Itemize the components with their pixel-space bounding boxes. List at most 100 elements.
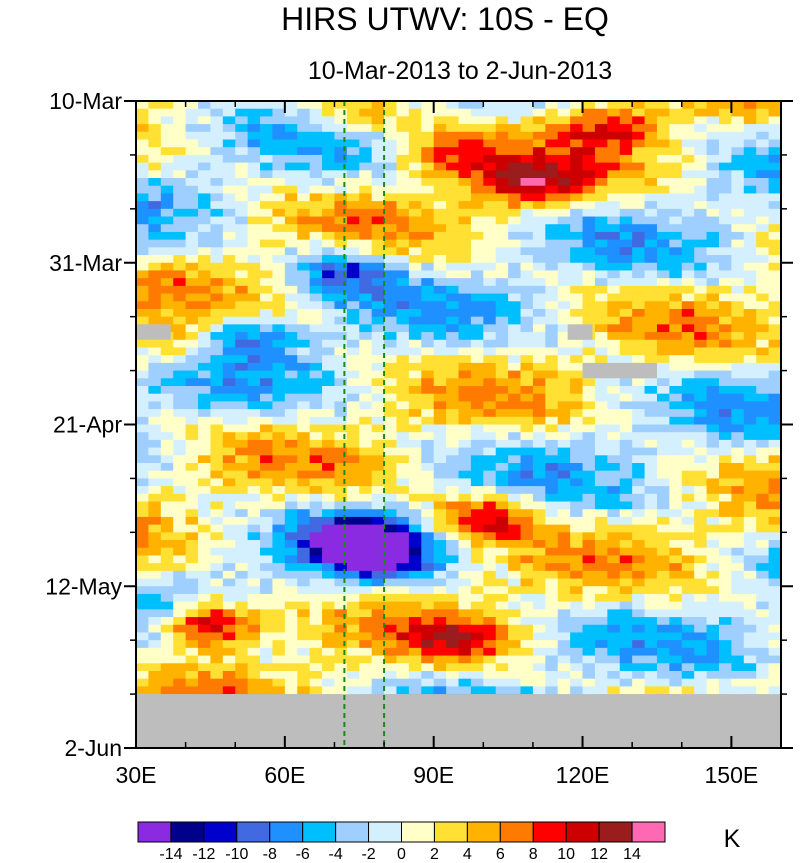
field-cell bbox=[396, 670, 410, 680]
field-cell bbox=[669, 332, 683, 341]
field-cell bbox=[743, 332, 757, 341]
field-cell bbox=[718, 670, 732, 680]
field-cell bbox=[557, 678, 571, 687]
field-cell bbox=[421, 378, 435, 387]
field-cell bbox=[483, 647, 497, 657]
field-cell bbox=[470, 231, 484, 241]
field-cell bbox=[185, 416, 199, 426]
field-cell bbox=[334, 293, 348, 302]
field-cell bbox=[421, 316, 435, 325]
field-cell bbox=[756, 216, 770, 225]
field-cell bbox=[743, 193, 757, 202]
field-cell bbox=[718, 362, 732, 372]
field-cell bbox=[284, 432, 298, 441]
field-cell bbox=[247, 339, 261, 349]
field-cell bbox=[396, 555, 410, 564]
field-cell bbox=[607, 154, 621, 164]
field-cell bbox=[557, 332, 571, 341]
field-cell bbox=[756, 593, 770, 603]
field-cell bbox=[731, 293, 745, 302]
field-cell bbox=[520, 678, 534, 687]
field-cell bbox=[644, 170, 658, 179]
field-cell bbox=[681, 516, 695, 526]
field-cell bbox=[570, 208, 584, 218]
field-cell bbox=[731, 640, 745, 649]
field-cell bbox=[322, 332, 336, 341]
field-cell bbox=[346, 124, 360, 133]
field-cell bbox=[272, 609, 286, 618]
field-cell bbox=[656, 262, 670, 272]
field-cell bbox=[173, 147, 187, 156]
field-cell bbox=[148, 262, 162, 272]
field-cell bbox=[458, 339, 472, 349]
field-cell bbox=[681, 239, 695, 248]
field-cell bbox=[421, 439, 435, 449]
field-cell bbox=[706, 632, 720, 641]
field-cell bbox=[284, 470, 298, 480]
field-cell bbox=[421, 162, 435, 171]
field-cell bbox=[371, 231, 385, 241]
field-cell bbox=[557, 424, 571, 433]
field-cell bbox=[222, 624, 236, 634]
field-cell bbox=[656, 170, 670, 179]
field-cell bbox=[545, 154, 559, 164]
field-cell bbox=[545, 185, 559, 195]
field-cell bbox=[582, 670, 596, 680]
field-cell bbox=[334, 493, 348, 503]
field-cell bbox=[483, 393, 497, 402]
field-cell bbox=[458, 208, 472, 218]
field-cell bbox=[520, 563, 534, 572]
field-cell bbox=[495, 593, 509, 603]
field-cell bbox=[235, 332, 249, 341]
field-cell bbox=[495, 509, 509, 518]
field-cell bbox=[408, 570, 422, 580]
field-cell bbox=[173, 355, 187, 364]
field-cell bbox=[198, 355, 212, 364]
field-cell bbox=[495, 686, 509, 695]
field-cell bbox=[272, 116, 286, 125]
field-cell bbox=[532, 686, 546, 695]
field-cell bbox=[681, 640, 695, 649]
field-cell bbox=[483, 509, 497, 518]
field-cell bbox=[284, 139, 298, 148]
field-cell bbox=[384, 578, 398, 587]
field-cell bbox=[173, 540, 187, 549]
field-cell bbox=[582, 393, 596, 402]
field-cell bbox=[508, 178, 522, 187]
field-cell bbox=[222, 101, 236, 110]
field-cell bbox=[470, 570, 484, 580]
field-cell bbox=[594, 486, 608, 495]
field-cell bbox=[532, 116, 546, 125]
field-cell bbox=[247, 570, 261, 580]
field-cell bbox=[284, 378, 298, 387]
field-cell bbox=[185, 678, 199, 687]
field-cell bbox=[408, 170, 422, 179]
field-cell bbox=[706, 124, 720, 133]
field-cell bbox=[656, 293, 670, 302]
field-cell bbox=[520, 593, 534, 603]
field-cell bbox=[284, 686, 298, 695]
field-cell bbox=[433, 147, 447, 156]
field-cell bbox=[359, 201, 373, 210]
field-cell bbox=[384, 393, 398, 402]
field-cell bbox=[756, 455, 770, 464]
field-cell bbox=[384, 278, 398, 287]
field-cell bbox=[731, 193, 745, 202]
field-cell bbox=[694, 463, 708, 472]
field-cell bbox=[508, 501, 522, 510]
field-cell bbox=[768, 486, 781, 495]
field-cell bbox=[235, 339, 249, 349]
field-cell bbox=[458, 617, 472, 626]
field-cell bbox=[570, 154, 584, 164]
field-cell bbox=[260, 185, 274, 195]
field-cell bbox=[297, 278, 311, 287]
field-cell bbox=[718, 470, 732, 480]
field-cell bbox=[619, 185, 633, 195]
field-cell bbox=[272, 262, 286, 272]
field-cell bbox=[520, 139, 534, 148]
field-cell bbox=[669, 670, 683, 680]
field-cell bbox=[718, 162, 732, 171]
field-cell bbox=[371, 516, 385, 526]
field-cell bbox=[247, 278, 261, 287]
field-cell bbox=[756, 101, 770, 110]
